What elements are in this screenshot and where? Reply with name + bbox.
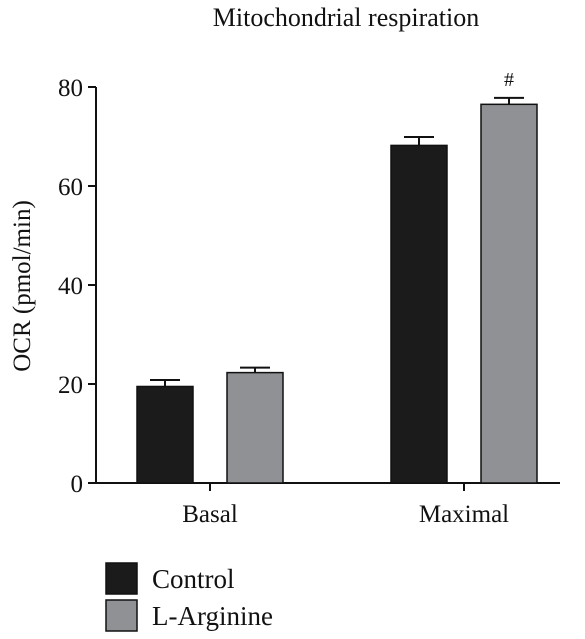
legend: Control L-Arginine [105,562,273,632]
legend-swatch-l-arginine [105,599,138,632]
y-axis: 0 20 40 60 80 [58,75,97,498]
y-tick-label: 80 [58,75,83,102]
legend-label-l-arginine: L-Arginine [152,601,273,631]
error-bars [150,96,524,387]
x-tick-label: Maximal [419,501,509,528]
bars [136,103,538,484]
bar-l-arginine-maximal [480,103,538,484]
x-tick-label: Basal [182,501,238,528]
significance-marker: # [504,69,514,91]
annotations: # [504,69,514,91]
legend-swatch-control [105,562,138,595]
y-tick-label: 40 [58,273,83,300]
y-tick-label: 0 [71,471,84,498]
x-axis: Basal Maximal [96,482,560,528]
bar-l-arginine-basal [226,371,284,484]
y-tick-label: 20 [58,372,83,399]
bar-control-basal [136,385,194,484]
y-axis-label: OCR (pmol/min) [9,200,36,372]
y-tick-label: 60 [58,174,83,201]
bar-control-maximal [390,144,448,484]
chart-title: Mitochondrial respiration [213,3,479,32]
legend-label-control: Control [152,564,235,594]
